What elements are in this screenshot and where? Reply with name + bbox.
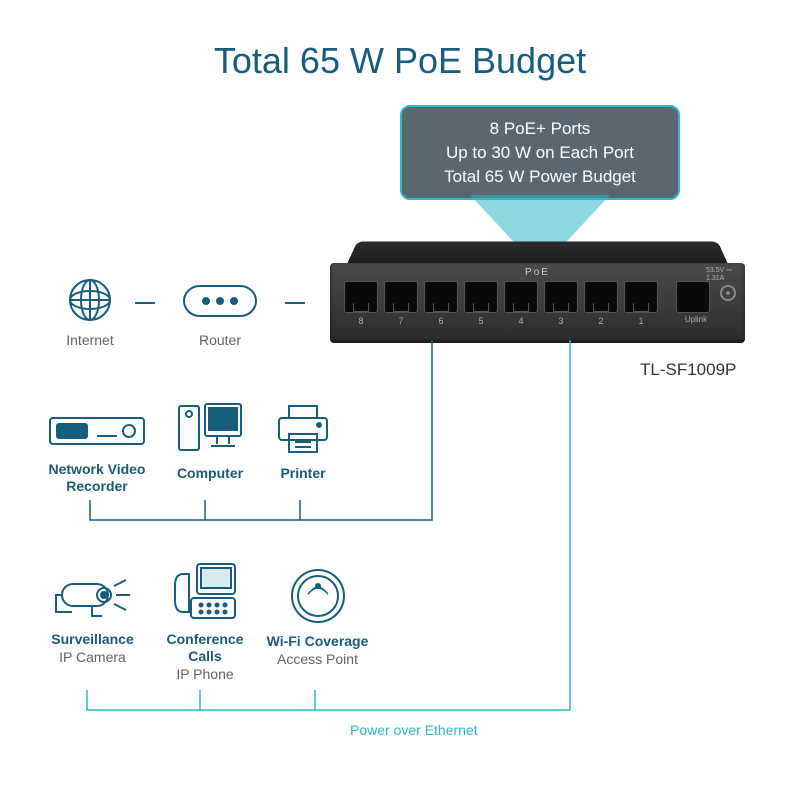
wifi-label-main: Wi-Fi Coverage: [265, 633, 370, 650]
poe-ports-row: 8 7 6 5 4 3 2 1: [344, 281, 658, 313]
printer-icon: [275, 402, 331, 461]
uplink-port-icon: [676, 281, 710, 313]
nvr-block: Network Video Recorder: [42, 410, 152, 495]
phone-label-main: Conference: [160, 631, 250, 648]
ethernet-port-icon: 5: [464, 281, 498, 313]
phone-label-main-2: Calls: [160, 648, 250, 665]
switch-poe-label: PoE: [525, 267, 550, 278]
internet-block: Internet: [60, 278, 120, 349]
computer-block: Computer: [170, 400, 250, 482]
uplink-label: Uplink: [676, 315, 716, 324]
printer-label: Printer: [273, 465, 333, 482]
ethernet-port-icon: 8: [344, 281, 378, 313]
camera-icon: [54, 570, 132, 627]
nvr-label-2: Recorder: [42, 478, 152, 495]
camera-label-main: Surveillance: [45, 631, 140, 648]
power-jack-icon: [720, 285, 736, 301]
wifi-label-sub: Access Point: [265, 650, 370, 668]
page-title: Total 65 W PoE Budget: [0, 40, 800, 82]
phone-label-sub: IP Phone: [160, 665, 250, 683]
callout-line-3: Total 65 W Power Budget: [416, 165, 664, 189]
camera-label-sub: IP Camera: [45, 648, 140, 666]
ethernet-port-icon: 1: [624, 281, 658, 313]
model-number: TL-SF1009P: [640, 360, 736, 380]
globe-icon: [68, 278, 112, 327]
computer-icon: [175, 400, 245, 461]
poe-caption: Power over Ethernet: [350, 722, 478, 738]
ethernet-port-icon: 7: [384, 281, 418, 313]
router-icon: [180, 280, 260, 327]
ethernet-port-icon: 6: [424, 281, 458, 313]
nvr-label: Network Video: [42, 461, 152, 478]
router-block: Router: [175, 280, 265, 349]
switch-device: PoE 8 7 6 5 4 3 2 1 Uplink 53.5V ⎓ 1.31A: [330, 235, 745, 350]
power-rating-label: 53.5V ⎓ 1.31A: [706, 267, 745, 282]
camera-block: Surveillance IP Camera: [45, 570, 140, 666]
switch-front-panel: PoE 8 7 6 5 4 3 2 1 Uplink 53.5V ⎓ 1.31A: [330, 263, 745, 343]
phone-block: Conference Calls IP Phone: [160, 560, 250, 683]
internet-label: Internet: [60, 331, 120, 349]
nvr-icon: [47, 410, 147, 457]
ethernet-port-icon: 3: [544, 281, 578, 313]
connector-dash: [135, 302, 155, 304]
wifi-block: Wi-Fi Coverage Access Point: [265, 568, 370, 668]
ethernet-port-icon: 2: [584, 281, 618, 313]
access-point-icon: [290, 568, 346, 629]
router-label: Router: [175, 331, 265, 349]
connector-dash: [285, 302, 305, 304]
phone-icon: [171, 560, 239, 627]
callout-line-1: 8 PoE+ Ports: [416, 117, 664, 141]
printer-block: Printer: [273, 402, 333, 482]
callout-line-2: Up to 30 W on Each Port: [416, 141, 664, 165]
ethernet-port-icon: 4: [504, 281, 538, 313]
computer-label: Computer: [170, 465, 250, 482]
callout-box: 8 PoE+ Ports Up to 30 W on Each Port Tot…: [400, 105, 680, 200]
